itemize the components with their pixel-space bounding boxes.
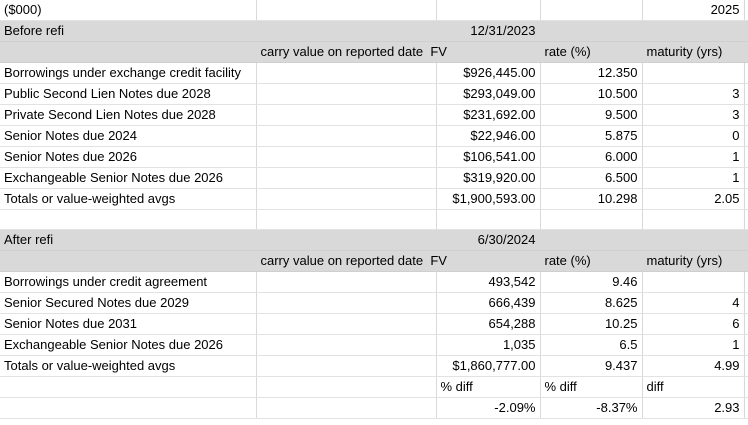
before-refi-date[interactable]: 12/31/2023	[436, 20, 541, 42]
rate-header[interactable]: rate (%)	[540, 41, 643, 63]
maturity-value[interactable]: 1	[642, 146, 745, 168]
table-row: Senior Notes due 2026 $106,541.00 6.000 …	[0, 146, 748, 168]
rate-header[interactable]: rate (%)	[540, 250, 643, 272]
maturity-value[interactable]	[642, 271, 745, 293]
maturity-header[interactable]: maturity (yrs)	[642, 41, 745, 63]
after-totals-row: Totals or value-weighted avgs $1,860,777…	[0, 355, 748, 377]
weighted-maturity[interactable]: 2.05	[642, 188, 745, 210]
rate-value[interactable]: 12.350	[540, 62, 643, 84]
fv-diff-value[interactable]: -2.09%	[436, 397, 541, 419]
rate-value[interactable]: 5.875	[540, 125, 643, 147]
after-refi-date[interactable]: 6/30/2024	[436, 229, 541, 251]
maturity-value[interactable]: 1	[642, 334, 745, 356]
rate-diff-value[interactable]: -8.37%	[540, 397, 643, 419]
table-row: Borrowings under exchange credit facilit…	[0, 62, 748, 84]
rate-value[interactable]: 10.25	[540, 313, 643, 335]
maturity-value[interactable]: 6	[642, 313, 745, 335]
maturity-value[interactable]	[642, 62, 745, 84]
carry-value-header: carry value on reported date	[260, 253, 424, 268]
diff-value-row: -2.09% -8.37% 2.93	[0, 397, 748, 419]
maturity-value[interactable]: 3	[642, 83, 745, 105]
debt-name[interactable]: Public Second Lien Notes due 2028	[0, 83, 257, 105]
before-refi-title[interactable]: Before refi	[0, 20, 257, 42]
rate-value[interactable]: 6.000	[540, 146, 643, 168]
debt-name[interactable]: Senior Notes due 2026	[0, 146, 257, 168]
totals-label[interactable]: Totals or value-weighted avgs	[0, 188, 257, 210]
table-row: Public Second Lien Notes due 2028 $293,0…	[0, 83, 748, 105]
fv-header: FV	[430, 44, 447, 59]
maturity-value[interactable]: 3	[642, 104, 745, 126]
fv-header: FV	[430, 253, 447, 268]
fv-value[interactable]: 654,288	[436, 313, 541, 335]
fv-value[interactable]: $319,920.00	[436, 167, 541, 189]
year-cell[interactable]: 2025	[642, 0, 745, 21]
maturity-value[interactable]: 0	[642, 125, 745, 147]
table-row: Exchangeable Senior Notes due 2026 1,035…	[0, 334, 748, 356]
rate-value[interactable]: 9.500	[540, 104, 643, 126]
maturity-value[interactable]: 1	[642, 167, 745, 189]
weighted-maturity[interactable]: 4.99	[642, 355, 745, 377]
fv-value[interactable]: $926,445.00	[436, 62, 541, 84]
rate-value[interactable]: 10.500	[540, 83, 643, 105]
debt-name[interactable]: Senior Notes due 2024	[0, 125, 257, 147]
after-refi-title[interactable]: After refi	[0, 229, 257, 251]
rate-value[interactable]: 6.500	[540, 167, 643, 189]
before-totals-row: Totals or value-weighted avgs $1,900,593…	[0, 188, 748, 210]
debt-name[interactable]: Private Second Lien Notes due 2028	[0, 104, 257, 126]
fv-value[interactable]: $293,049.00	[436, 83, 541, 105]
empty-row	[0, 209, 748, 230]
debt-name[interactable]: Borrowings under credit agreement	[0, 271, 257, 293]
maturity-diff-value[interactable]: 2.93	[642, 397, 745, 419]
after-refi-band: After refi 6/30/2024	[0, 229, 748, 251]
carry-value-header: carry value on reported date	[260, 44, 424, 59]
debt-name[interactable]: Exchangeable Senior Notes due 2026	[0, 334, 257, 356]
fv-value[interactable]: $106,541.00	[436, 146, 541, 168]
maturity-header[interactable]: maturity (yrs)	[642, 250, 745, 272]
maturity-value[interactable]: 4	[642, 292, 745, 314]
debt-name[interactable]: Senior Notes due 2031	[0, 313, 257, 335]
fv-value[interactable]: 493,542	[436, 271, 541, 293]
rate-value[interactable]: 9.46	[540, 271, 643, 293]
weighted-rate[interactable]: 9.437	[540, 355, 643, 377]
table-row: Borrowings under credit agreement 493,54…	[0, 271, 748, 293]
header-row: ($000) 2025	[0, 0, 748, 21]
diff-label-row: % diff % diff diff	[0, 376, 748, 398]
weighted-rate[interactable]: 10.298	[540, 188, 643, 210]
before-column-headers: carry value on reported date FV rate (%)…	[0, 41, 748, 63]
total-fv[interactable]: $1,860,777.00	[436, 355, 541, 377]
before-refi-band: Before refi 12/31/2023	[0, 20, 748, 42]
table-row: Senior Notes due 2031 654,288 10.25 6	[0, 313, 748, 335]
fv-value[interactable]: 1,035	[436, 334, 541, 356]
unit-label[interactable]: ($000)	[0, 0, 257, 21]
debt-name[interactable]: Borrowings under exchange credit facilit…	[0, 62, 257, 84]
fv-value[interactable]: $231,692.00	[436, 104, 541, 126]
totals-label[interactable]: Totals or value-weighted avgs	[0, 355, 257, 377]
debt-name[interactable]: Exchangeable Senior Notes due 2026	[0, 167, 257, 189]
rate-diff-label[interactable]: % diff	[540, 376, 643, 398]
table-row: Senior Notes due 2024 $22,946.00 5.875 0	[0, 125, 748, 147]
maturity-diff-label[interactable]: diff	[642, 376, 745, 398]
table-row: Senior Secured Notes due 2029 666,439 8.…	[0, 292, 748, 314]
table-row: Private Second Lien Notes due 2028 $231,…	[0, 104, 748, 126]
rate-value[interactable]: 8.625	[540, 292, 643, 314]
fv-value[interactable]: $22,946.00	[436, 125, 541, 147]
fv-value[interactable]: 666,439	[436, 292, 541, 314]
debt-name[interactable]: Senior Secured Notes due 2029	[0, 292, 257, 314]
fv-diff-label[interactable]: % diff	[436, 376, 541, 398]
table-row: Exchangeable Senior Notes due 2026 $319,…	[0, 167, 748, 189]
total-fv[interactable]: $1,900,593.00	[436, 188, 541, 210]
after-column-headers: carry value on reported date FV rate (%)…	[0, 250, 748, 272]
rate-value[interactable]: 6.5	[540, 334, 643, 356]
